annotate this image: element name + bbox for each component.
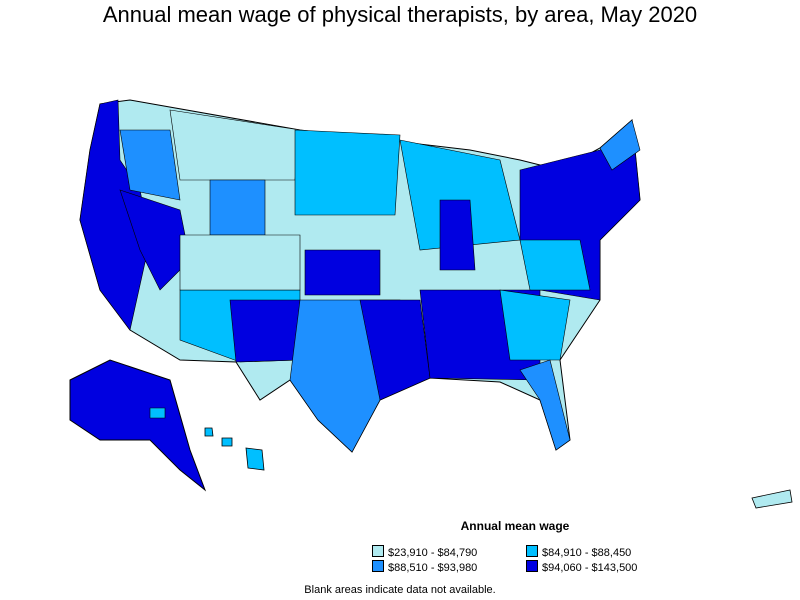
region-montana bbox=[169, 109, 301, 181]
legend-item: $23,910 - $84,790 bbox=[372, 545, 477, 559]
legend-item: $84,910 - $88,450 bbox=[526, 545, 631, 559]
region-puerto-rico bbox=[751, 489, 793, 509]
region-wyoming bbox=[209, 179, 266, 236]
region-maine bbox=[599, 119, 641, 171]
map-title: Annual mean wage of physical therapists,… bbox=[102, 2, 698, 27]
legend-label: $84,910 - $88,450 bbox=[542, 547, 632, 559]
legend-swatch bbox=[526, 545, 538, 557]
legend-label: $23,910 - $84,790 bbox=[388, 547, 478, 559]
region-illinois bbox=[439, 199, 476, 271]
legend-swatch bbox=[526, 560, 538, 572]
legend-swatch bbox=[372, 545, 384, 557]
legend-swatch bbox=[372, 560, 384, 572]
region-west-coast bbox=[79, 99, 151, 331]
legend-label: $88,510 - $93,980 bbox=[388, 562, 478, 574]
data-availability-note: Blank areas indicate data not available. bbox=[304, 584, 496, 596]
region-hawaii bbox=[204, 427, 265, 471]
region-appalachia bbox=[519, 239, 591, 291]
region-idaho-oregon bbox=[119, 129, 181, 201]
region-nevada bbox=[119, 189, 191, 291]
region-new-mexico bbox=[229, 299, 301, 363]
legend-label: $94,060 - $143,500 bbox=[542, 562, 638, 574]
region-dakotas bbox=[294, 129, 401, 216]
region-kansas bbox=[304, 249, 381, 296]
region-florida bbox=[519, 359, 571, 451]
legend-item: $94,060 - $143,500 bbox=[526, 560, 637, 574]
region-utah-colorado bbox=[179, 234, 301, 291]
region-southeast bbox=[499, 289, 571, 361]
legend-title: Annual mean wage bbox=[460, 519, 570, 533]
legend-item: $88,510 - $93,980 bbox=[372, 560, 477, 574]
region-alaska bbox=[69, 359, 207, 492]
region-alaska-inset bbox=[149, 407, 166, 419]
